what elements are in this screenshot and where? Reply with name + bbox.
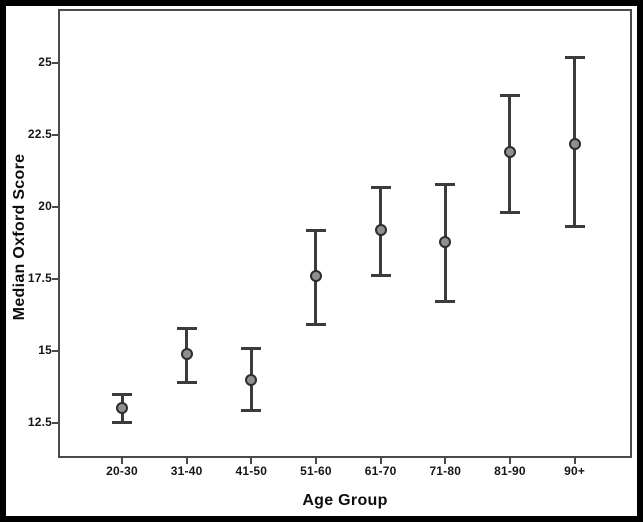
- x-tick-label: 51-60: [300, 464, 332, 478]
- data-point-marker: [503, 146, 516, 159]
- y-axis-tick: [52, 62, 58, 65]
- x-axis-tick: [379, 458, 382, 464]
- x-tick-label: 61-70: [364, 464, 397, 478]
- error-bar-cap-bottom: [435, 300, 456, 303]
- y-tick-label: 15: [38, 342, 52, 357]
- error-bar-cap-top: [305, 229, 326, 233]
- error-bar-cap-bottom: [112, 420, 132, 424]
- x-tick-label: 90+: [564, 464, 586, 478]
- y-axis-tick: [52, 206, 58, 209]
- y-axis-tick: [52, 421, 58, 424]
- error-bar-cap-top: [499, 93, 520, 97]
- error-bar-cap-top: [435, 182, 456, 186]
- data-point-marker: [309, 270, 322, 283]
- error-bar-cap-bottom: [241, 409, 262, 413]
- error-bar-cap-bottom: [176, 380, 197, 384]
- x-axis-tick: [185, 458, 188, 464]
- x-tick-label: 31-40: [170, 464, 203, 478]
- y-axis-tick: [52, 349, 58, 352]
- data-point-marker: [439, 235, 452, 248]
- x-tick-label: 81-90: [494, 464, 526, 478]
- error-bar-cap-top: [370, 185, 391, 189]
- error-bar-cap-bottom: [370, 274, 391, 278]
- error-bar-cap-bottom: [499, 210, 520, 214]
- x-tick-label: 41-50: [235, 464, 268, 478]
- x-axis-tick: [121, 458, 123, 464]
- error-bar-cap-top: [564, 56, 585, 60]
- error-bar-cap-bottom: [305, 323, 326, 327]
- y-tick-label: 20: [38, 199, 52, 214]
- x-axis-title: Age Group: [302, 492, 388, 509]
- x-axis-tick: [573, 458, 576, 464]
- error-bar-cap-top: [112, 393, 132, 397]
- x-axis-tick: [250, 458, 253, 464]
- plot-area: 12.5 15 17.5 20 22.5 25 20-30 31-40 41-50 51-60 61…: [28, 9, 632, 478]
- plot-frame: [58, 9, 632, 458]
- y-tick-label: 22.5: [27, 127, 52, 142]
- y-axis-title: Median Oxford Score: [11, 153, 28, 321]
- error-bar-cap-bottom: [564, 225, 585, 229]
- data-point-marker: [245, 373, 258, 386]
- x-tick-label: 71-80: [429, 464, 462, 478]
- error-bar-cap-top: [241, 347, 262, 351]
- data-point-marker: [180, 347, 193, 360]
- x-axis-tick: [444, 458, 447, 464]
- data-point-marker: [374, 224, 387, 237]
- data-point-marker: [568, 137, 581, 150]
- x-tick-label: 20-30: [106, 464, 138, 478]
- y-tick-label: 17.5: [27, 270, 52, 285]
- y-tick-label: 12.5: [27, 414, 52, 429]
- error-bar-cap-top: [176, 326, 197, 330]
- data-point-marker: [116, 402, 128, 415]
- y-axis-tick: [52, 277, 58, 280]
- y-tick-label: 25: [38, 55, 52, 70]
- chart-canvas: Median Oxford Score 12.5 15 17.5 20 22.5 25 20…: [6, 6, 637, 516]
- y-axis-tick: [52, 134, 58, 137]
- x-axis-tick: [508, 458, 511, 464]
- x-axis-tick: [314, 458, 317, 464]
